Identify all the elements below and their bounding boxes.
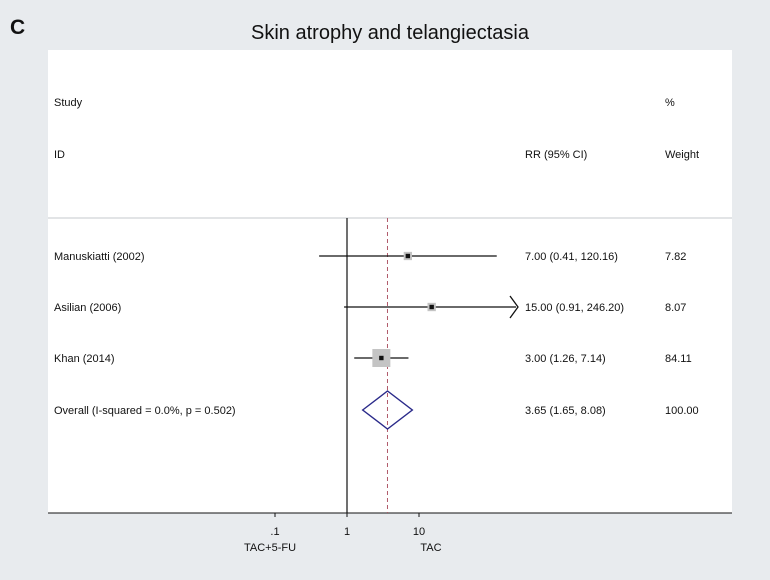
header-weight: Weight bbox=[665, 149, 699, 161]
x-tick-label: 1 bbox=[344, 526, 350, 538]
column-headers: Study ID RR (95% CI)% Weight bbox=[48, 97, 732, 219]
chart-title: Skin atrophy and telangiectasia bbox=[251, 22, 529, 44]
overall-row: Overall (I-squared = 0.0%, p = 0.502) 3.6… bbox=[54, 390, 699, 430]
x-tick-label: .1 bbox=[270, 526, 279, 538]
header-id: ID bbox=[54, 149, 65, 161]
study-row: Manuskiatti (2002) 7.00 (0.41, 120.16) 7.8… bbox=[54, 251, 686, 263]
weight-text: 7.82 bbox=[665, 251, 686, 263]
study-label: Manuskiatti (2002) bbox=[54, 251, 145, 263]
point-estimate bbox=[429, 304, 434, 310]
overall-effect-text: 3.65 (1.65, 8.08) bbox=[525, 405, 606, 417]
effect-text: 15.00 (0.91, 246.20) bbox=[525, 302, 624, 314]
overall-weight-text: 100.00 bbox=[665, 405, 699, 417]
x-side-label-right: TAC bbox=[420, 542, 441, 554]
point-estimate bbox=[379, 355, 384, 361]
header-rr: RR (95% CI) bbox=[525, 149, 587, 161]
point-estimate bbox=[405, 253, 411, 259]
panel-label: C bbox=[10, 16, 26, 39]
header-percent: % bbox=[665, 97, 675, 109]
weight-text: 8.07 bbox=[665, 302, 686, 314]
x-side-label-left: TAC+5-FU bbox=[244, 542, 296, 554]
plot-area bbox=[48, 50, 732, 513]
effect-text: 7.00 (0.41, 120.16) bbox=[525, 251, 618, 263]
study-row: Asilian (2006) 15.00 (0.91, 246.20) 8.07 bbox=[54, 295, 686, 319]
x-axis: .1 1 10 TAC+5-FU TAC bbox=[48, 218, 732, 554]
overall-label: Overall (I-squared = 0.0%, p = 0.502) bbox=[54, 405, 236, 417]
overall-diamond bbox=[361, 390, 414, 430]
study-rows: Manuskiatti (2002) 7.00 (0.41, 120.16) 7.8… bbox=[54, 251, 699, 430]
header-study: Study bbox=[54, 97, 83, 109]
study-row: Khan (2014) 3.00 (1.26, 7.14) 84.11 bbox=[54, 349, 692, 367]
ci-arrow bbox=[509, 295, 519, 319]
x-tick-label: 10 bbox=[413, 526, 425, 538]
study-label: Asilian (2006) bbox=[54, 302, 121, 314]
weight-text: 84.11 bbox=[665, 353, 692, 365]
effect-text: 3.00 (1.26, 7.14) bbox=[525, 353, 606, 365]
study-label: Khan (2014) bbox=[54, 353, 115, 365]
